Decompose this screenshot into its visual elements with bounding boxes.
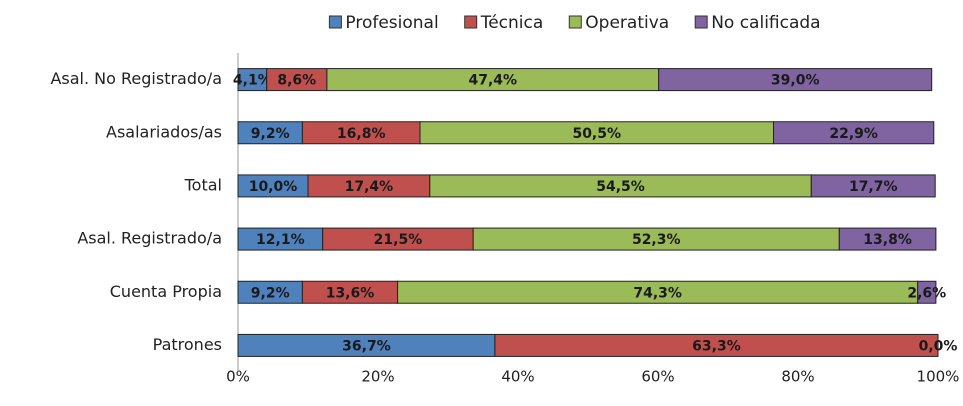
data-label: 13,6% (326, 285, 375, 301)
bar-segment (658, 68, 933, 92)
y-tick-label: Asal. Registrado/a (77, 229, 222, 248)
data-label: 4,1% (233, 73, 272, 89)
data-label: 39,0% (771, 73, 820, 89)
data-label: 16,8% (337, 126, 386, 142)
legend-swatch (328, 15, 342, 29)
y-tick-label: Asalariados/as (106, 122, 222, 141)
data-label: 22,9% (829, 126, 878, 142)
data-label: 36,7% (342, 338, 391, 354)
x-tick-label: 100% (917, 368, 960, 386)
legend-label: Técnica (480, 13, 544, 33)
legend-label: Operativa (585, 13, 669, 33)
legend-label: No calificada (711, 13, 820, 33)
data-label: 8,6% (277, 73, 316, 89)
data-label: 47,4% (469, 73, 518, 89)
legend-swatch (694, 15, 708, 29)
x-tick-label: 80% (781, 368, 814, 386)
data-label: 9,2% (251, 126, 290, 142)
data-label: 12,1% (256, 232, 305, 248)
data-label: 50,5% (572, 126, 621, 142)
data-label: 9,2% (251, 285, 290, 301)
bar-segment (838, 227, 937, 251)
data-label: 63,3% (692, 338, 741, 354)
y-tick-label: Patrones (153, 335, 222, 354)
legend-swatch (464, 15, 478, 29)
x-tick-label: 60% (641, 368, 674, 386)
legend-swatch (568, 15, 582, 29)
data-label: 17,7% (849, 179, 898, 195)
x-tick-label: 40% (501, 368, 534, 386)
data-label: 2,6% (907, 285, 946, 301)
y-tick-label: Asal. No Registrado/a (50, 69, 222, 88)
data-label: 74,3% (633, 285, 682, 301)
bar-segment (810, 174, 936, 198)
x-tick-label: 20% (361, 368, 394, 386)
y-tick-label: Cuenta Propia (110, 282, 222, 301)
data-label: 21,5% (374, 232, 423, 248)
data-label: 10,0% (249, 179, 298, 195)
x-tick-label: 0% (226, 368, 250, 386)
bar-segment (494, 333, 939, 357)
y-tick-label: Total (184, 175, 222, 194)
data-label: 54,5% (596, 179, 645, 195)
legend-label: Profesional (345, 13, 438, 33)
data-label: 0,0% (919, 338, 958, 354)
data-label: 17,4% (345, 179, 394, 195)
bar-segment (917, 280, 937, 304)
data-label: 52,3% (632, 232, 681, 248)
data-label: 13,8% (863, 232, 912, 248)
bar-segment (773, 121, 935, 145)
